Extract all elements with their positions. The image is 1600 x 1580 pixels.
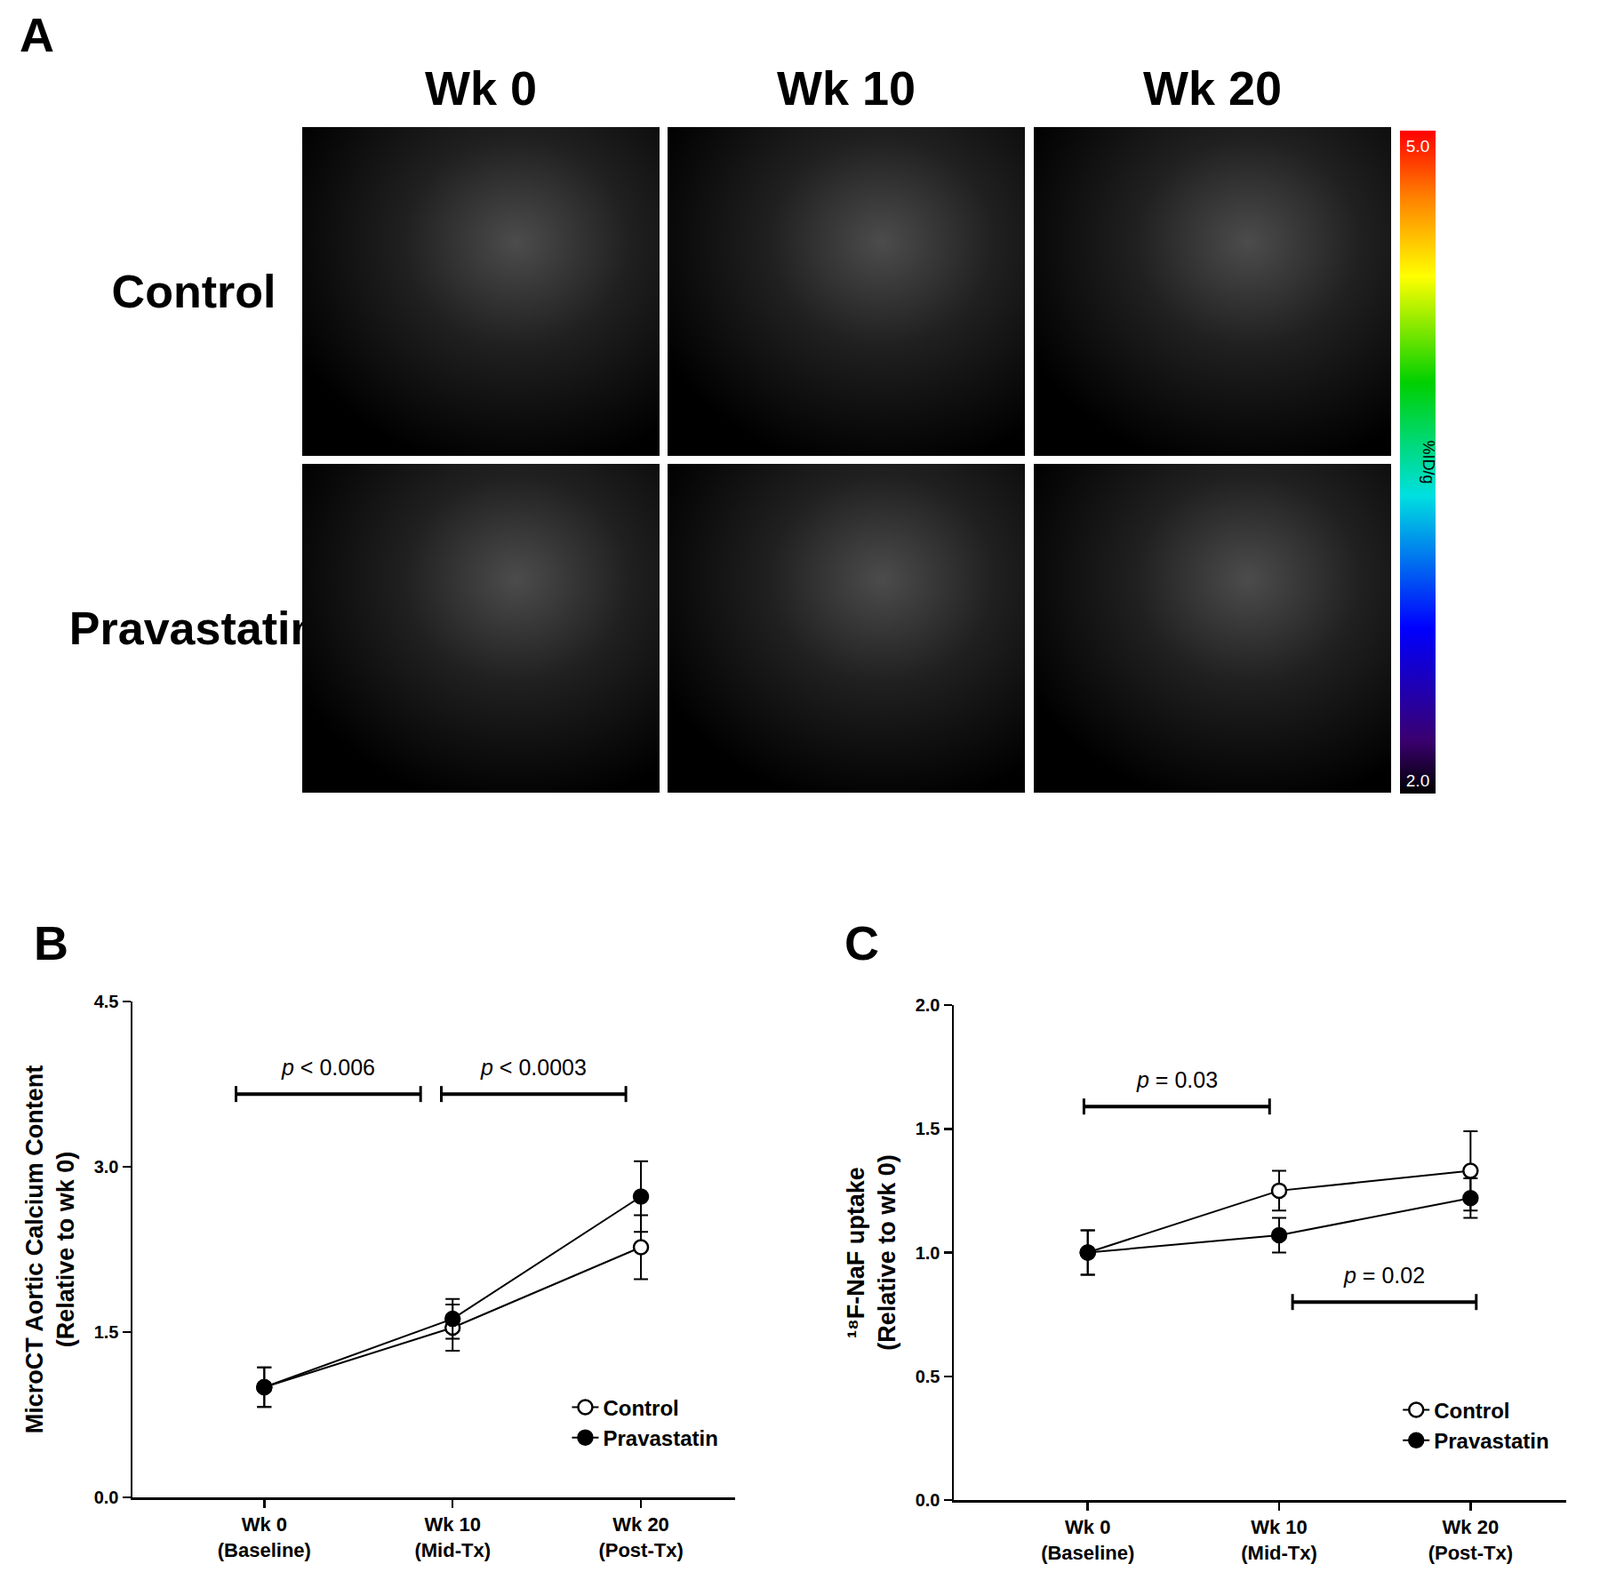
svg-text:p = 0.03: p = 0.03: [1136, 1067, 1218, 1093]
svg-text:Wk 10: Wk 10: [776, 61, 916, 115]
svg-text:4.5: 4.5: [94, 992, 120, 1012]
svg-text:Wk 20(Post-Tx): Wk 20(Post-Tx): [598, 1513, 683, 1562]
svg-text:0.5: 0.5: [915, 1367, 941, 1387]
svg-text:3.0: 3.0: [94, 1157, 120, 1177]
svg-text:Control: Control: [112, 265, 277, 318]
svg-text:Wk 10(Mid-Tx): Wk 10(Mid-Tx): [1240, 1516, 1318, 1565]
svg-text:2.0: 2.0: [915, 995, 941, 1016]
svg-text:0.0: 0.0: [94, 1488, 120, 1508]
svg-text:5.0: 5.0: [1406, 136, 1430, 156]
svg-text:Pravastatin: Pravastatin: [1433, 1429, 1549, 1454]
html-text:B: B: [33, 916, 69, 970]
svg-text:¹⁸F-NaF uptake(Relative to wk: ¹⁸F-NaF uptake(Relative to wk 0): [842, 1154, 901, 1352]
svg-text:Control: Control: [1433, 1399, 1510, 1424]
svg-text:p < 0.0003: p < 0.0003: [480, 1055, 587, 1080]
svg-text:Wk 20(Post-Tx): Wk 20(Post-Tx): [1428, 1516, 1513, 1565]
svg-text:Wk 0(Baseline): Wk 0(Baseline): [217, 1513, 312, 1562]
html-text:C: C: [844, 916, 880, 970]
svg-text:%ID/g: %ID/g: [1419, 440, 1438, 484]
svg-text:MicroCT Aortic Calcium Content: MicroCT Aortic Calcium Content(Relative …: [21, 1065, 80, 1435]
svg-text:p = 0.02: p = 0.02: [1343, 1263, 1425, 1288]
svg-text:Wk 20: Wk 20: [1143, 61, 1282, 115]
svg-text:Wk 0: Wk 0: [424, 61, 537, 115]
svg-text:0.0: 0.0: [915, 1490, 941, 1511]
svg-text:2.0: 2.0: [1406, 771, 1430, 791]
html-text:A: A: [19, 8, 55, 62]
svg-text:1.0: 1.0: [915, 1243, 941, 1264]
svg-text:1.5: 1.5: [915, 1119, 941, 1139]
svg-text:1.5: 1.5: [94, 1322, 120, 1343]
svg-text:Wk 0(Baseline): Wk 0(Baseline): [1040, 1516, 1135, 1565]
svg-text:p < 0.006: p < 0.006: [280, 1055, 376, 1080]
svg-text:Pravastatin: Pravastatin: [602, 1426, 718, 1451]
svg-text:Pravastatin: Pravastatin: [69, 602, 319, 655]
svg-text:Control: Control: [602, 1396, 679, 1421]
svg-text:Wk 10(Mid-Tx): Wk 10(Mid-Tx): [414, 1513, 491, 1562]
